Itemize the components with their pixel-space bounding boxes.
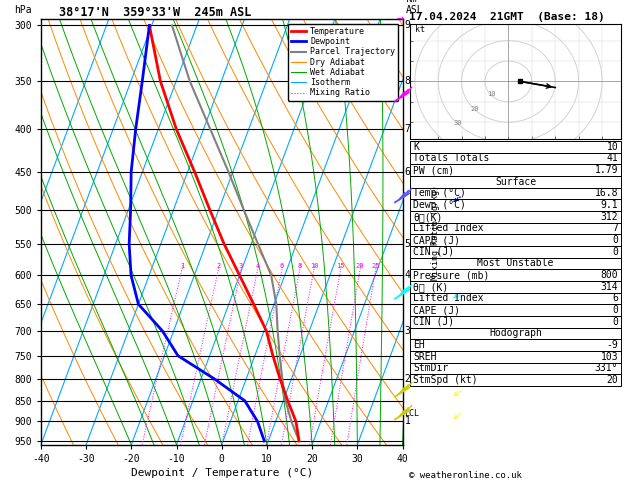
Text: 16.8: 16.8	[595, 189, 618, 198]
Text: LCL: LCL	[404, 409, 420, 418]
Text: 3: 3	[239, 263, 243, 269]
Text: 8: 8	[298, 263, 302, 269]
Text: StmDir: StmDir	[413, 364, 448, 373]
Text: CAPE (J): CAPE (J)	[413, 305, 460, 315]
Text: CIN (J): CIN (J)	[413, 247, 454, 257]
Text: 3: 3	[404, 326, 410, 336]
Text: 17.04.2024  21GMT  (Base: 18): 17.04.2024 21GMT (Base: 18)	[409, 12, 604, 22]
Text: 30: 30	[454, 121, 462, 126]
Legend: Temperature, Dewpoint, Parcel Trajectory, Dry Adiabat, Wet Adiabat, Isotherm, Mi: Temperature, Dewpoint, Parcel Trajectory…	[287, 24, 398, 101]
Text: PW (cm): PW (cm)	[413, 165, 454, 175]
Text: 0: 0	[613, 235, 618, 245]
Text: 800: 800	[601, 270, 618, 280]
Text: 103: 103	[601, 352, 618, 362]
Text: 312: 312	[601, 212, 618, 222]
Text: Mixing Ratio (g/kg): Mixing Ratio (g/kg)	[431, 185, 440, 279]
Text: CAPE (J): CAPE (J)	[413, 235, 460, 245]
Text: 20: 20	[356, 263, 364, 269]
Text: Surface: Surface	[495, 177, 536, 187]
Text: 8: 8	[404, 76, 410, 86]
Text: Dewp (°C): Dewp (°C)	[413, 200, 466, 210]
Text: θᴇ (K): θᴇ (K)	[413, 282, 448, 292]
Text: 1.79: 1.79	[595, 165, 618, 175]
Text: K: K	[413, 142, 419, 152]
Text: 4: 4	[404, 270, 410, 280]
Text: 7: 7	[613, 224, 618, 233]
Text: Totals Totals: Totals Totals	[413, 154, 489, 163]
Text: 6: 6	[280, 263, 284, 269]
Text: EH: EH	[413, 340, 425, 350]
Text: 6: 6	[404, 167, 410, 176]
Text: →: →	[397, 12, 404, 25]
X-axis label: Dewpoint / Temperature (°C): Dewpoint / Temperature (°C)	[131, 468, 313, 478]
Text: 314: 314	[601, 282, 618, 292]
Text: 7: 7	[404, 124, 410, 134]
Text: 10: 10	[310, 263, 318, 269]
Text: 10: 10	[606, 142, 618, 152]
Text: 9.1: 9.1	[601, 200, 618, 210]
Text: km
ASL: km ASL	[406, 0, 424, 15]
Text: 10: 10	[487, 91, 496, 97]
Text: 0: 0	[613, 247, 618, 257]
Text: 0: 0	[613, 305, 618, 315]
Text: 2: 2	[404, 374, 410, 384]
Text: 4: 4	[255, 263, 260, 269]
Text: 0: 0	[613, 317, 618, 327]
Text: -9: -9	[606, 340, 618, 350]
Text: CIN (J): CIN (J)	[413, 317, 454, 327]
Text: hPa: hPa	[14, 5, 31, 15]
Text: StmSpd (kt): StmSpd (kt)	[413, 375, 478, 385]
Text: 1: 1	[404, 417, 410, 426]
Text: SREH: SREH	[413, 352, 437, 362]
Text: Lifted Index: Lifted Index	[413, 294, 484, 303]
Text: 5: 5	[404, 239, 410, 249]
Text: 15: 15	[337, 263, 345, 269]
Text: Most Unstable: Most Unstable	[477, 259, 554, 268]
Text: 2: 2	[216, 263, 221, 269]
Text: θᴇ(K): θᴇ(K)	[413, 212, 443, 222]
Text: 20: 20	[470, 106, 479, 112]
Text: 9: 9	[404, 20, 410, 31]
Text: 1: 1	[180, 263, 184, 269]
Text: 331°: 331°	[595, 364, 618, 373]
Text: 6: 6	[613, 294, 618, 303]
Text: © weatheronline.co.uk: © weatheronline.co.uk	[409, 471, 521, 480]
Text: 25: 25	[371, 263, 380, 269]
Text: kt: kt	[415, 25, 425, 35]
Text: Hodograph: Hodograph	[489, 329, 542, 338]
Text: Lifted Index: Lifted Index	[413, 224, 484, 233]
Text: Temp (°C): Temp (°C)	[413, 189, 466, 198]
Text: 20: 20	[606, 375, 618, 385]
Text: 38°17'N  359°33'W  245m ASL: 38°17'N 359°33'W 245m ASL	[59, 6, 252, 19]
Text: Pressure (mb): Pressure (mb)	[413, 270, 489, 280]
Text: 41: 41	[606, 154, 618, 163]
